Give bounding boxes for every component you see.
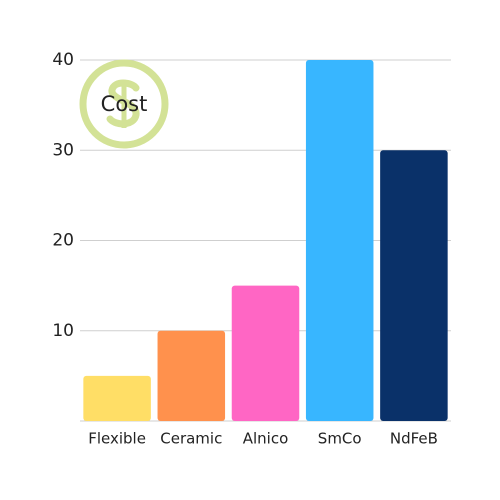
y-tick-label: 10	[52, 321, 74, 341]
x-tick-label: Ceramic	[160, 430, 222, 448]
x-tick-label: Alnico	[243, 430, 289, 448]
x-tick-label: Flexible	[88, 430, 146, 448]
badge-ring	[79, 59, 169, 149]
title-badge	[79, 59, 169, 149]
y-tick-label: 30	[52, 140, 74, 160]
bar	[83, 375, 151, 421]
bar	[380, 150, 448, 421]
x-tick-label: SmCo	[318, 430, 362, 448]
y-tick-label: 40	[52, 50, 74, 70]
x-tick-label: NdFeB	[390, 430, 438, 448]
chart-title: Cost	[101, 92, 148, 116]
bar	[157, 330, 226, 421]
bar	[231, 285, 300, 421]
bar	[305, 60, 374, 421]
y-tick-label: 20	[52, 231, 74, 251]
